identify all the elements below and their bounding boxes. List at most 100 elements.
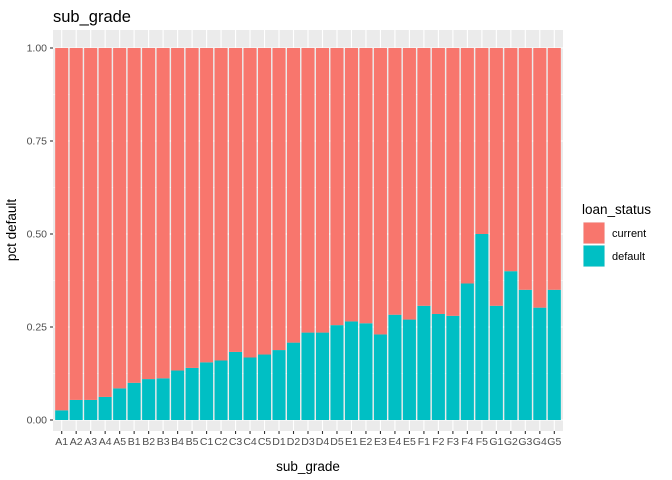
bar-current-C1 (200, 48, 214, 363)
bar-current-C4 (243, 48, 257, 358)
x-tick-label: D5 (330, 436, 344, 448)
chart-title: sub_grade (53, 8, 131, 26)
x-tick-label: F3 (447, 436, 459, 448)
x-tick-label: D4 (316, 436, 330, 448)
bar-default-G1 (489, 305, 503, 420)
bar-default-D4 (315, 332, 330, 420)
bar-current-E5 (402, 48, 416, 320)
x-axis: A1 A2 A3 A4 A5 B1 B2 B3 B4 B5 C1 C2 C3 C4 C5 D1 D2 D3 D4 D5… (55, 431, 561, 448)
bar-current-F4 (460, 48, 474, 284)
bar-current-E2 (359, 48, 373, 324)
y-tick-label: 1.00 (27, 43, 48, 55)
bar-default-F3 (446, 315, 460, 420)
bar-current-F1 (417, 48, 431, 306)
bar-current-E1 (344, 48, 358, 322)
x-tick-label: G5 (547, 436, 561, 448)
bar-current-B3 (156, 48, 170, 379)
bar-current-D5 (330, 48, 344, 326)
x-tick-label: C5 (258, 436, 272, 448)
x-tick-label: B2 (142, 436, 155, 448)
bar-default-G5 (547, 289, 561, 420)
x-tick-label: G4 (533, 436, 547, 448)
x-tick-label: C2 (214, 436, 228, 448)
x-tick-label: F4 (461, 436, 473, 448)
x-tick-label: F1 (418, 436, 430, 448)
x-tick-label: A3 (84, 436, 97, 448)
bar-default-C4 (243, 357, 257, 420)
bar-current-G4 (533, 48, 547, 308)
bar-current-A4 (98, 48, 112, 397)
x-tick-label: A1 (55, 436, 68, 448)
x-tick-label: D1 (272, 436, 286, 448)
x-tick-label: E1 (345, 436, 358, 448)
bar-default-F1 (417, 305, 431, 420)
x-tick-label: C3 (229, 436, 243, 448)
x-tick-label: B4 (171, 436, 184, 448)
bar-current-A5 (113, 48, 127, 389)
bar-current-A2 (69, 48, 83, 400)
bar-current-B4 (171, 48, 185, 371)
bar-default-G2 (504, 271, 518, 420)
bar-current-E4 (388, 48, 402, 315)
bar-current-C3 (229, 48, 243, 352)
x-tick-label: A4 (99, 436, 112, 448)
bar-current-A3 (84, 48, 98, 400)
bar-current-F2 (431, 48, 445, 314)
bar-default-D3 (301, 332, 315, 420)
bar-default-D5 (330, 325, 344, 420)
bar-default-D1 (272, 350, 286, 420)
bar-current-G5 (547, 48, 561, 290)
bar-default-B2 (142, 379, 156, 420)
x-axis-title: sub_grade (276, 459, 340, 474)
bar-current-D4 (315, 48, 330, 333)
x-tick-label: E2 (360, 436, 373, 448)
bar-default-C3 (229, 351, 243, 420)
bar-default-C2 (214, 360, 228, 420)
legend-swatch-current (583, 222, 605, 244)
legend-label-current: current (612, 228, 646, 240)
x-tick-label: F2 (432, 436, 444, 448)
bar-default-B1 (127, 382, 141, 420)
bar-current-D3 (301, 48, 315, 333)
y-tick-label: 0.25 (27, 322, 48, 334)
bar-default-F4 (460, 283, 474, 420)
x-tick-label: D3 (301, 436, 315, 448)
x-tick-label: E4 (389, 436, 402, 448)
bar-default-E3 (373, 334, 387, 420)
legend-title: loan_status (582, 202, 651, 217)
bar-current-C5 (258, 48, 272, 355)
bar-current-B5 (185, 48, 199, 368)
x-tick-label: B1 (128, 436, 141, 448)
x-tick-label: D2 (287, 436, 301, 448)
bar-default-D2 (286, 342, 301, 420)
bar-default-E2 (359, 323, 373, 420)
bar-default-B4 (171, 370, 185, 420)
x-tick-label: G3 (518, 436, 532, 448)
x-tick-label: A2 (70, 436, 83, 448)
bar-default-E5 (402, 319, 416, 420)
x-tick-label: E3 (374, 436, 387, 448)
x-tick-label: B3 (157, 436, 170, 448)
bar-current-G1 (489, 48, 503, 306)
x-tick-label: F5 (476, 436, 488, 448)
bar-default-B5 (185, 367, 199, 420)
bar-current-G3 (518, 48, 532, 290)
y-axis-title: pct default (4, 199, 19, 262)
legend-swatch-default (583, 245, 605, 267)
x-tick-label: B5 (186, 436, 199, 448)
bar-default-F5 (475, 234, 489, 420)
bar-current-F5 (475, 48, 489, 234)
bar-current-D2 (286, 48, 301, 343)
bar-default-E4 (388, 314, 402, 420)
x-tick-label: C4 (243, 436, 257, 448)
y-tick-label: 0.50 (27, 229, 48, 241)
bar-default-E1 (344, 321, 358, 420)
y-tick-label: 0.00 (27, 415, 48, 427)
y-tick-label: 0.75 (27, 136, 48, 148)
bar-current-B1 (127, 48, 141, 383)
bar-current-D1 (272, 48, 286, 351)
bar-default-A5 (113, 388, 127, 420)
bar-default-G3 (518, 289, 532, 420)
y-axis: 0.00 0.25 0.50 0.75 1.00 (27, 43, 53, 427)
